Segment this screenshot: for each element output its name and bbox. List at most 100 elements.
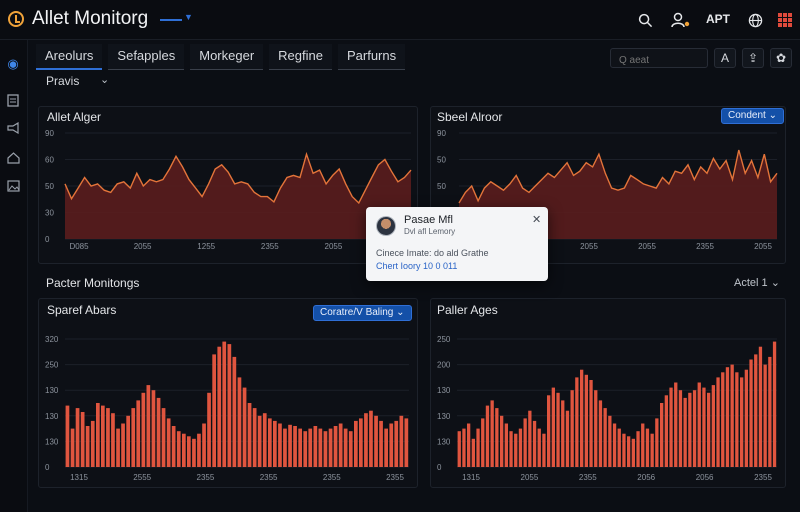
tab-regfine[interactable]: Regfine <box>269 44 332 70</box>
bar <box>80 412 85 467</box>
y-tick-label: 60 <box>45 156 54 165</box>
bar <box>197 433 201 467</box>
header-label[interactable]: APT <box>706 12 730 26</box>
bar <box>467 423 471 467</box>
section-select[interactable]: Actel 1 ⌄ <box>734 277 780 289</box>
bar <box>288 424 292 467</box>
x-tick-label: 2055 <box>754 242 772 251</box>
bar <box>364 413 368 467</box>
dashboard-icon[interactable]: ◉ <box>7 56 19 71</box>
chevron-down-icon[interactable]: ⌄ <box>100 74 110 86</box>
y-tick-label: 50 <box>437 156 446 165</box>
bar <box>495 408 499 467</box>
text-icon[interactable]: A <box>714 48 736 68</box>
y-tick-label: 50 <box>45 182 54 191</box>
grid-icon[interactable] <box>776 10 794 30</box>
tab-areolurs[interactable]: Areolurs <box>36 44 103 70</box>
image-icon[interactable] <box>5 178 21 194</box>
settings-icon[interactable]: ✿ <box>770 48 792 68</box>
x-tick-label: 2355 <box>386 473 404 482</box>
logo-icon <box>8 11 24 27</box>
y-tick-label: 130 <box>437 437 451 446</box>
bar <box>749 359 753 467</box>
bar <box>711 385 715 467</box>
panel-title: Paller Ages <box>437 303 498 317</box>
bar <box>725 367 730 467</box>
x-tick-label: 1255 <box>197 242 215 251</box>
bar <box>636 431 640 467</box>
bar <box>772 341 777 467</box>
bar <box>252 408 257 467</box>
bar <box>716 377 720 467</box>
tab-parfurns[interactable]: Parfurns <box>337 44 406 70</box>
export-icon[interactable]: ⇪ <box>742 48 764 68</box>
document-icon[interactable] <box>5 92 21 108</box>
bar <box>547 395 551 467</box>
bar <box>542 433 546 467</box>
y-tick-label: 320 <box>45 335 59 344</box>
bar <box>303 431 308 467</box>
bar <box>655 418 659 467</box>
bar <box>217 346 222 467</box>
popup-link[interactable]: Chert Ioory 10 0 011 <box>376 261 458 271</box>
bar <box>674 382 678 467</box>
bar <box>333 426 338 467</box>
tab-morkeger[interactable]: Morkeger <box>190 44 264 70</box>
chevron-down-icon[interactable]: ▼ <box>184 12 193 22</box>
x-tick-label: 2355 <box>197 473 215 482</box>
y-tick-label: 130 <box>437 412 451 421</box>
bar <box>631 438 635 467</box>
y-tick-label: 200 <box>437 361 451 370</box>
bar <box>551 387 555 467</box>
bar <box>763 364 767 467</box>
bar <box>603 408 607 467</box>
series-select-button[interactable]: Coratre/V Baling ⌄ <box>313 305 412 321</box>
y-tick-label: 0 <box>437 463 442 472</box>
bar <box>476 428 480 467</box>
series-select-label: Condent <box>728 110 766 121</box>
bar <box>641 423 645 467</box>
bar <box>457 431 461 467</box>
y-tick-label: 130 <box>437 386 451 395</box>
user-alert-icon[interactable] <box>670 10 692 30</box>
y-tick-label: 90 <box>45 129 54 138</box>
panel-title: Sbeel Alroor <box>437 110 503 124</box>
x-tick-label: D085 <box>69 242 89 251</box>
bar <box>242 387 247 467</box>
series-select-button[interactable]: Condent ⌄ <box>721 108 784 124</box>
globe-icon[interactable] <box>746 10 764 30</box>
bar <box>650 433 654 467</box>
bar <box>481 418 485 467</box>
search-input[interactable] <box>610 48 708 68</box>
series-line <box>458 149 778 204</box>
home-icon[interactable] <box>5 150 21 166</box>
search-icon[interactable] <box>636 10 654 30</box>
bar <box>394 420 399 467</box>
bar <box>500 415 504 467</box>
tab-sefapples[interactable]: Sefapples <box>108 44 185 70</box>
bar <box>359 418 363 467</box>
bar <box>227 344 232 467</box>
bar <box>702 387 706 467</box>
bar <box>471 438 475 467</box>
bar <box>688 392 692 467</box>
y-tick-label: 30 <box>45 209 54 218</box>
close-icon[interactable]: ✕ <box>532 214 542 226</box>
bar <box>589 380 593 467</box>
bar <box>721 372 725 467</box>
bar <box>247 403 252 467</box>
area-fill <box>65 154 411 239</box>
x-tick-label: 2355 <box>323 473 341 482</box>
bar <box>404 418 409 467</box>
filter-select[interactable]: Pravis <box>46 74 80 88</box>
bar <box>354 420 358 467</box>
bar <box>182 433 186 467</box>
bar <box>348 431 353 467</box>
user-popup-card: Pasae Mfl Dvl afl Lemory ✕ Cinece Imate:… <box>366 207 548 281</box>
bar <box>343 428 348 467</box>
avatar <box>376 216 396 236</box>
megaphone-icon[interactable] <box>5 120 21 136</box>
x-tick-label: 2555 <box>133 473 151 482</box>
bar <box>369 410 373 467</box>
x-tick-label: 2355 <box>260 473 278 482</box>
